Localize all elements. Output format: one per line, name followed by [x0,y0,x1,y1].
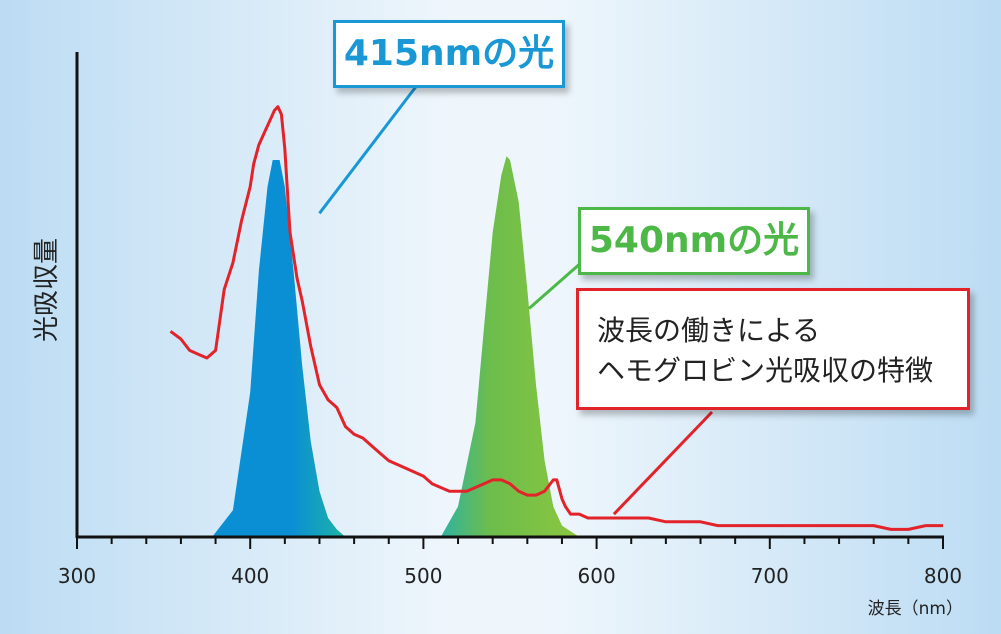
series-540nm-peak [440,156,580,537]
label-540nm: 540nmの光 [578,207,810,275]
x-tick-label: 300 [58,564,96,588]
feature-line-2: ヘモグロビン光吸収の特徴 [597,354,934,387]
x-tick-label: 700 [751,564,789,588]
series-415nm-peak [212,160,346,537]
hemoglobin-feature-label: 波長の働きによる ヘモグロビン光吸収の特徴 [576,288,970,410]
x-tick-label: 500 [404,564,442,588]
x-axis-label: 波長（nm） [868,599,963,619]
x-tick-label: 400 [231,564,269,588]
x-tick-label: 600 [578,564,616,588]
leader-hemoglobin [612,410,714,516]
series-hemoglobin-absorption-line [169,105,943,531]
y-axis-label: 光吸収量 [32,238,62,342]
leader-415nm [318,83,420,215]
x-tick-label: 800 [924,564,962,588]
leader-540nm [528,260,583,310]
feature-line-1: 波長の働きによる [597,314,821,347]
label-415nm: 415nmの光 [333,20,565,88]
